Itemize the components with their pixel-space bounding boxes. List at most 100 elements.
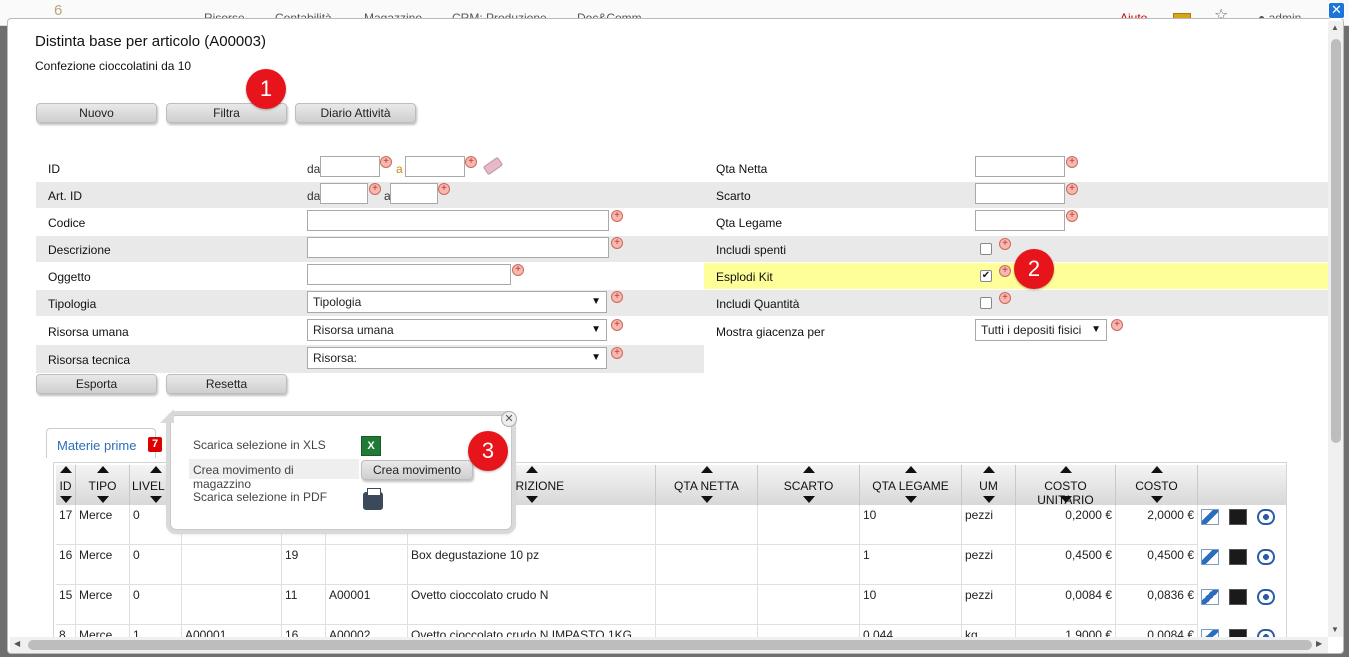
cell-id: 16 bbox=[56, 545, 76, 585]
column-header-costo-unitario[interactable]: COSTO UNITARIO bbox=[1016, 465, 1116, 507]
descrizione-input[interactable] bbox=[307, 237, 609, 258]
callout-3: 3 bbox=[468, 431, 508, 471]
cell-costo-unitario: 0,4500 € bbox=[1016, 545, 1116, 585]
filter-label-art-id: Art. ID bbox=[48, 189, 83, 203]
tab-materie-prime[interactable]: Materie prime 7 bbox=[46, 428, 162, 458]
column-header-um[interactable]: UM bbox=[962, 465, 1016, 505]
close-icon[interactable]: ✕ bbox=[501, 411, 517, 427]
filter-label-qta-legame: Qta Legame bbox=[716, 216, 783, 230]
vertical-scrollbar[interactable]: ▲ ▼ bbox=[1328, 21, 1343, 637]
callout-2: 2 bbox=[1014, 249, 1054, 289]
eraser-icon[interactable] bbox=[482, 156, 504, 176]
risorsa-umana-select[interactable]: Risorsa umana ▼ bbox=[307, 319, 607, 341]
mostra-giacenza-value: Tutti i depositi fisici bbox=[981, 323, 1082, 337]
add-condition-icon[interactable]: + bbox=[999, 238, 1011, 250]
terminal-icon[interactable] bbox=[1229, 589, 1247, 605]
column-header-id[interactable]: ID bbox=[56, 465, 76, 505]
export-xls-item[interactable]: Scarica selezione in XLS bbox=[193, 438, 326, 452]
tipologia-select[interactable]: Tipologia ▼ bbox=[307, 291, 607, 313]
cell-qta-netta bbox=[656, 545, 758, 585]
terminal-icon[interactable] bbox=[1229, 549, 1247, 565]
add-condition-icon[interactable]: + bbox=[465, 156, 477, 168]
export-pdf-item[interactable]: Scarica selezione in PDF bbox=[193, 490, 328, 504]
add-condition-icon[interactable]: + bbox=[1111, 319, 1123, 331]
filter-row-id: ID da + a + bbox=[36, 155, 704, 181]
column-header-actions bbox=[1198, 465, 1286, 505]
filter-label-id: ID bbox=[48, 162, 60, 176]
to-label: a bbox=[384, 189, 391, 203]
edit-icon[interactable] bbox=[1201, 509, 1219, 525]
mostra-giacenza-select[interactable]: Tutti i depositi fisici ▼ bbox=[975, 319, 1107, 341]
add-condition-icon[interactable]: + bbox=[512, 264, 524, 276]
from-label: da bbox=[307, 189, 321, 203]
horizontal-scrollbar[interactable]: ◀ ▶ bbox=[10, 637, 1328, 653]
column-header-costo[interactable]: COSTO bbox=[1116, 465, 1198, 505]
id-from-input[interactable] bbox=[320, 156, 380, 177]
add-condition-icon[interactable]: + bbox=[999, 265, 1011, 277]
id-to-input[interactable] bbox=[405, 156, 465, 177]
add-condition-icon[interactable]: + bbox=[1066, 156, 1078, 168]
callout-1: 1 bbox=[246, 69, 286, 109]
close-window-button[interactable]: ✕ bbox=[1328, 2, 1345, 19]
cell-livello: 0 bbox=[130, 585, 182, 625]
add-condition-icon[interactable]: + bbox=[611, 347, 623, 359]
oggetto-input[interactable] bbox=[307, 264, 511, 285]
filter-row-tipologia: Tipologia Tipologia ▼ + bbox=[36, 290, 704, 316]
filter-label-risorsa-tecnica: Risorsa tecnica bbox=[48, 353, 131, 367]
codice-input[interactable] bbox=[307, 210, 609, 231]
add-condition-icon[interactable]: + bbox=[1066, 183, 1078, 195]
edit-icon[interactable] bbox=[1201, 549, 1219, 565]
add-condition-icon[interactable]: + bbox=[1066, 210, 1078, 222]
filter-label-mostra-giacenza: Mostra giacenza per bbox=[716, 325, 825, 339]
printer-icon[interactable] bbox=[363, 488, 383, 510]
filter-row-risorsa-umana: Risorsa umana Risorsa umana ▼ + bbox=[36, 317, 704, 345]
filter-label-scarto: Scarto bbox=[716, 189, 751, 203]
qta-netta-input[interactable] bbox=[975, 156, 1065, 177]
terminal-icon[interactable] bbox=[1229, 509, 1247, 525]
add-condition-icon[interactable]: + bbox=[380, 156, 392, 168]
esplodi-kit-checkbox[interactable]: ✔ bbox=[980, 270, 992, 282]
eye-icon[interactable] bbox=[1257, 589, 1275, 605]
filter-button[interactable]: Filtra bbox=[166, 103, 287, 123]
create-movement-button[interactable]: Crea movimento bbox=[361, 460, 473, 480]
edit-icon[interactable] bbox=[1201, 589, 1219, 605]
chevron-down-icon: ▼ bbox=[591, 324, 601, 335]
risorsa-tecnica-select[interactable]: Risorsa: ▼ bbox=[307, 347, 607, 369]
bom-dialog: Distinta base per articolo (A00003) Conf… bbox=[7, 18, 1344, 654]
column-header-tipo[interactable]: TIPO bbox=[76, 465, 130, 505]
qta-legame-input[interactable] bbox=[975, 210, 1065, 231]
new-button[interactable]: Nuovo bbox=[36, 103, 157, 123]
cell-um: pezzi bbox=[962, 585, 1016, 625]
art-id-to-input[interactable] bbox=[390, 183, 438, 204]
add-condition-icon[interactable]: + bbox=[369, 183, 381, 195]
activity-diary-button[interactable]: Diario Attività bbox=[295, 103, 416, 123]
add-condition-icon[interactable]: + bbox=[611, 291, 623, 303]
export-button[interactable]: Esporta bbox=[36, 374, 157, 394]
cell-tipo: Merce bbox=[76, 505, 130, 545]
filter-row-qta-legame: Qta Legame + bbox=[704, 209, 1328, 235]
column-header-scarto[interactable]: SCARTO bbox=[758, 465, 860, 505]
eye-icon[interactable] bbox=[1257, 549, 1275, 565]
column-header-qta-netta[interactable]: QTA NETTA bbox=[656, 465, 758, 505]
cell-qta-netta bbox=[656, 505, 758, 545]
add-condition-icon[interactable]: + bbox=[611, 210, 623, 222]
art-id-from-input[interactable] bbox=[320, 183, 368, 204]
includi-spenti-checkbox[interactable] bbox=[980, 243, 992, 255]
cell-id: 17 bbox=[56, 505, 76, 545]
excel-icon[interactable]: X bbox=[361, 436, 381, 456]
filter-label-esplodi-kit: Esplodi Kit bbox=[716, 270, 773, 284]
add-condition-icon[interactable]: + bbox=[999, 292, 1011, 304]
includi-quantita-checkbox[interactable] bbox=[980, 297, 992, 309]
reset-button[interactable]: Resetta bbox=[166, 374, 287, 394]
cell-id: 15 bbox=[56, 585, 76, 625]
export-menu-popup: ✕ Scarica selezione in XLS X Crea movime… bbox=[160, 409, 517, 530]
add-condition-icon[interactable]: + bbox=[611, 319, 623, 331]
eye-icon[interactable] bbox=[1257, 509, 1275, 525]
add-condition-icon[interactable]: + bbox=[611, 237, 623, 249]
filter-row-qta-netta: Qta Netta + bbox=[704, 155, 1328, 181]
cell-scarto bbox=[758, 545, 860, 585]
add-condition-icon[interactable]: + bbox=[438, 183, 450, 195]
scarto-input[interactable] bbox=[975, 183, 1065, 204]
cell-parent bbox=[182, 545, 282, 585]
column-header-qta-legame[interactable]: QTA LEGAME bbox=[860, 465, 962, 505]
